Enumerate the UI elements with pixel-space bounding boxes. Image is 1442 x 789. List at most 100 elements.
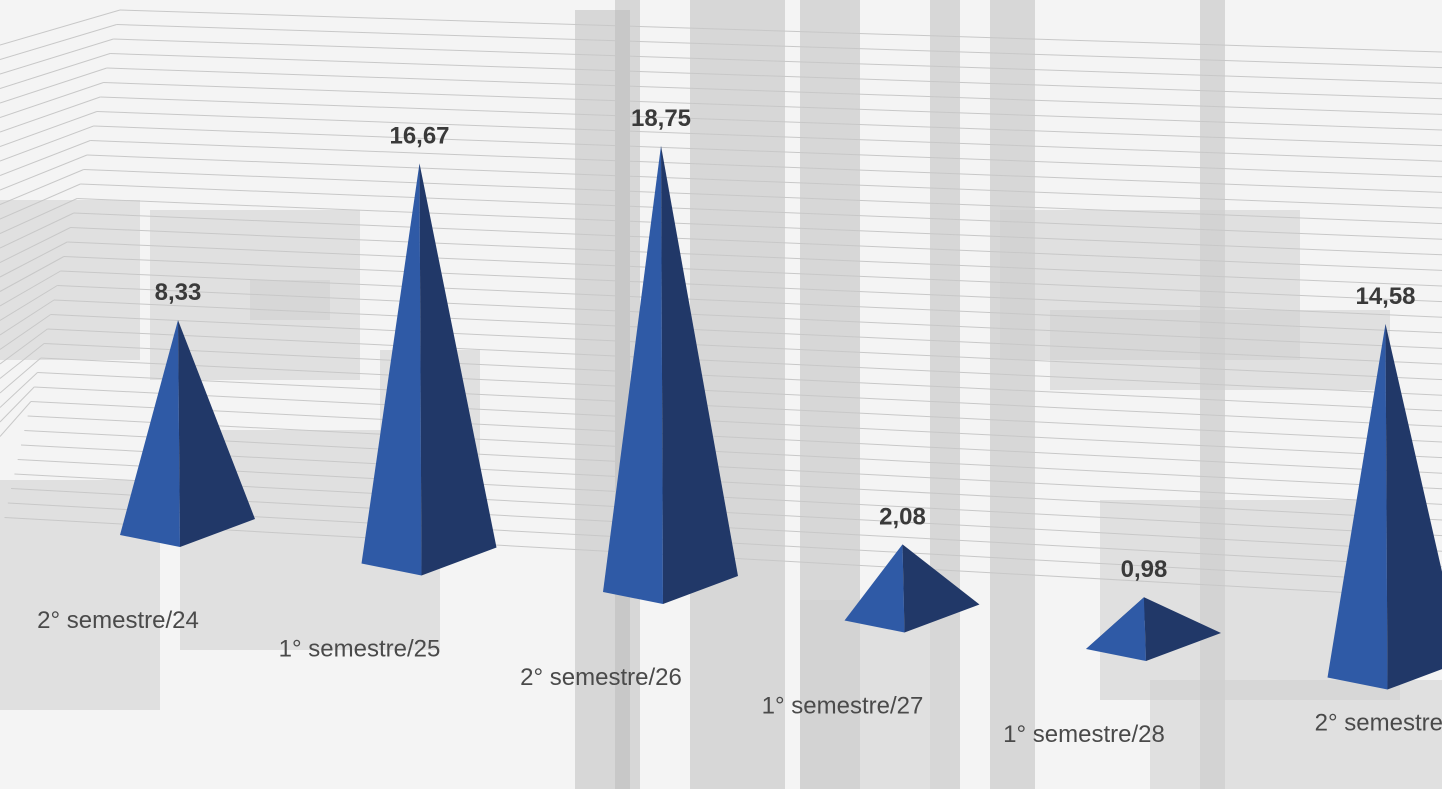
gridline-0 [119,9,1442,53]
bar-3 [844,544,980,633]
side-gridline-9 [0,140,91,176]
gridline-18 [60,270,1442,334]
gridline-26 [34,386,1442,459]
side-gridline-14 [0,212,75,249]
bar-5 [1327,323,1442,690]
gridline-24 [40,357,1442,427]
bar-4 [1086,597,1221,661]
gridline-16 [67,241,1442,303]
gridline-9 [90,140,1442,193]
gridline-7 [96,111,1442,162]
bar-front-face-4 [1086,597,1146,661]
background-block-10 [800,600,930,789]
side-gridline-22 [0,328,48,365]
side-gridline-11 [0,169,84,205]
gridline-27 [30,401,1442,474]
gridline-13 [77,198,1442,256]
gridline-3 [110,53,1442,100]
bar-front-face-1 [361,163,422,576]
side-gridline-10 [0,154,88,191]
gridline-30 [20,444,1442,521]
side-gridline-16 [0,241,68,278]
side-gridline-6 [0,96,101,133]
value-label-5: 14,58 [1355,283,1415,310]
side-gridline-24 [0,357,42,394]
gridline-1 [116,24,1442,69]
bar-side-face-2 [661,145,738,604]
gridline-22 [47,328,1442,396]
side-gridline-27 [0,401,32,437]
category-label-3: 1° semestre/27 [762,693,924,720]
value-label-1: 16,67 [389,122,449,149]
side-gridline-23 [0,343,45,379]
side-gridline-19 [0,285,58,321]
side-gridline-25 [0,372,38,408]
bar-0 [120,320,255,547]
pyramid-bars [120,145,1442,690]
side-gridline-13 [0,198,78,234]
gridline-19 [57,285,1442,349]
gridline-21 [50,314,1442,381]
bar-side-face-5 [1385,323,1442,690]
side-gridline-5 [0,82,104,118]
value-label-0: 8,33 [155,279,202,306]
gridline-4 [106,67,1442,115]
value-label-2: 18,75 [631,105,691,132]
gridline-31 [17,459,1442,537]
category-label-1: 1° semestre/25 [279,636,441,663]
gridline-10 [86,154,1442,209]
background-block-9 [1150,680,1442,789]
side-gridline-4 [0,67,107,104]
bar-side-face-4 [1144,597,1221,661]
side-gridline-20 [0,299,55,336]
gridline-23 [44,343,1442,412]
side-gridline-26 [0,386,35,423]
side-gridline-18 [0,270,61,307]
chart-labels: 8,33 2° semestre/24 16,67 1° semestre/25 18,… [37,105,1442,748]
bar-front-face-2 [603,145,663,604]
side-gridline-2 [0,38,114,75]
gridline-11 [83,169,1442,225]
bar-front-face-5 [1327,323,1388,690]
gridline-2 [113,38,1442,84]
bar-side-face-0 [178,320,255,547]
background-tower-5 [930,0,960,789]
gridline-14 [73,212,1442,271]
background-block-2 [250,280,330,320]
side-gridline-15 [0,227,71,263]
gridline-29 [24,430,1442,505]
gridline-25 [37,372,1442,443]
side-gridline-1 [0,24,117,60]
bar-2 [603,145,738,604]
gridline-6 [100,96,1442,147]
gridline-12 [80,183,1442,240]
bar-side-face-1 [419,163,497,576]
category-label-2: 2° semestre/26 [520,664,682,691]
side-gridline-8 [0,125,94,162]
gridline-28 [27,415,1442,490]
side-gridline-0 [0,9,121,46]
value-label-4: 0,98 [1121,556,1168,583]
bar-side-face-3 [902,544,980,633]
side-gridline-17 [0,256,65,292]
gridline-32 [14,473,1442,552]
side-gridline-7 [0,111,98,147]
gridline-20 [53,299,1442,365]
background-block-6 [1050,310,1390,390]
gridline-8 [93,125,1442,178]
side-gridline-21 [0,314,51,350]
background-tower-6 [990,0,1035,789]
side-gridline-12 [0,183,81,220]
gridline-15 [70,227,1442,287]
value-label-3: 2,08 [879,503,926,530]
bar-front-face-0 [120,320,180,547]
category-label-4: 1° semestre/28 [1003,721,1165,748]
category-label-5: 2° semestre/28 [1315,710,1442,737]
side-gridline-3 [0,53,111,89]
gridline-17 [63,256,1442,318]
gridline-5 [103,82,1442,131]
category-label-0: 2° semestre/24 [37,607,199,634]
